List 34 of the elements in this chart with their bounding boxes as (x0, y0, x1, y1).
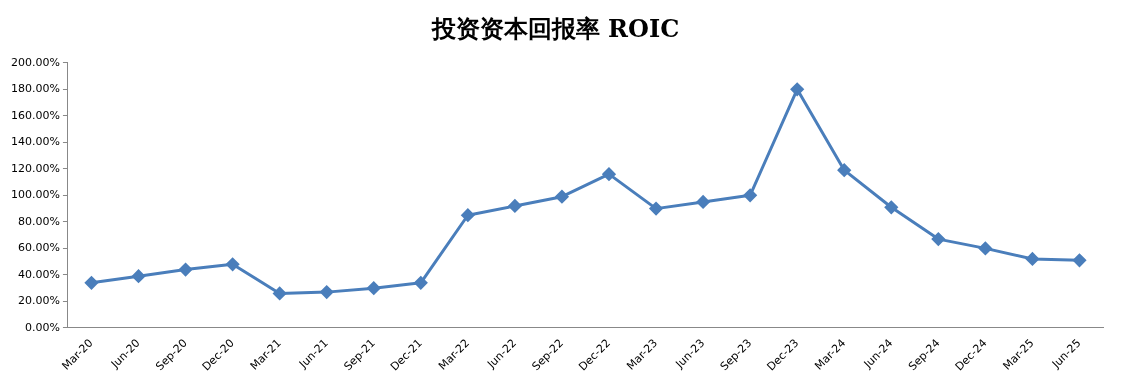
point (931, 232, 945, 246)
point (84, 276, 98, 290)
y-tick-label: 120.00% (10, 161, 60, 175)
point (273, 286, 287, 300)
y-tick-label: 180.00% (10, 82, 60, 96)
point (743, 188, 757, 202)
point (602, 167, 616, 181)
point (1072, 253, 1086, 267)
y-tick-label: 160.00% (10, 108, 60, 122)
y-tick-label: 200.00% (10, 55, 60, 69)
point (320, 285, 334, 299)
point (226, 257, 240, 271)
point (179, 263, 193, 277)
point (132, 269, 146, 283)
point (649, 202, 663, 216)
y-tick-label: 140.00% (10, 135, 60, 149)
point (367, 281, 381, 295)
point (837, 163, 851, 177)
y-tick-label: 100.00% (10, 188, 60, 202)
point (555, 190, 569, 204)
point (461, 208, 475, 222)
chart-title: 投资资本回报率 ROIC (430, 13, 680, 43)
point (696, 195, 710, 209)
point (414, 276, 428, 290)
point (1025, 252, 1039, 266)
y-tick-label: 80.00% (17, 214, 60, 228)
y-tick-label: 0.00% (24, 320, 60, 334)
point (790, 82, 804, 96)
y-tick-label: 40.00% (17, 267, 60, 281)
point (884, 200, 898, 214)
point (508, 199, 522, 213)
y-tick-label: 20.00% (17, 294, 60, 308)
y-tick-label: 60.00% (17, 241, 60, 255)
point (978, 241, 992, 255)
